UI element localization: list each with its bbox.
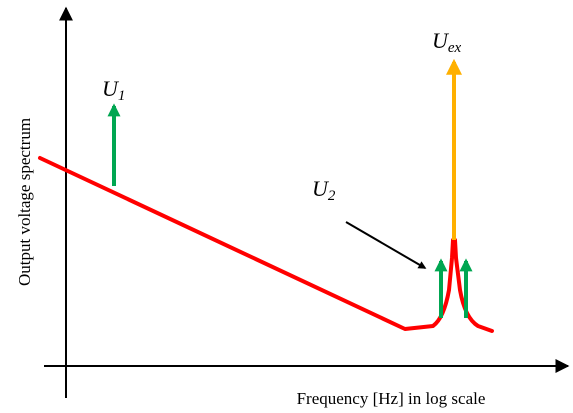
u1-label: U1 xyxy=(102,76,125,104)
noise-floor-curve xyxy=(38,156,494,333)
u2-pointer-arrow xyxy=(345,221,427,269)
y-axis-label: Output voltage spectrum xyxy=(15,118,34,286)
uex-label: Uex xyxy=(432,28,462,56)
x-axis-label: Frequency [Hz] in log scale xyxy=(297,389,486,408)
u2-label: U2 xyxy=(312,176,336,204)
